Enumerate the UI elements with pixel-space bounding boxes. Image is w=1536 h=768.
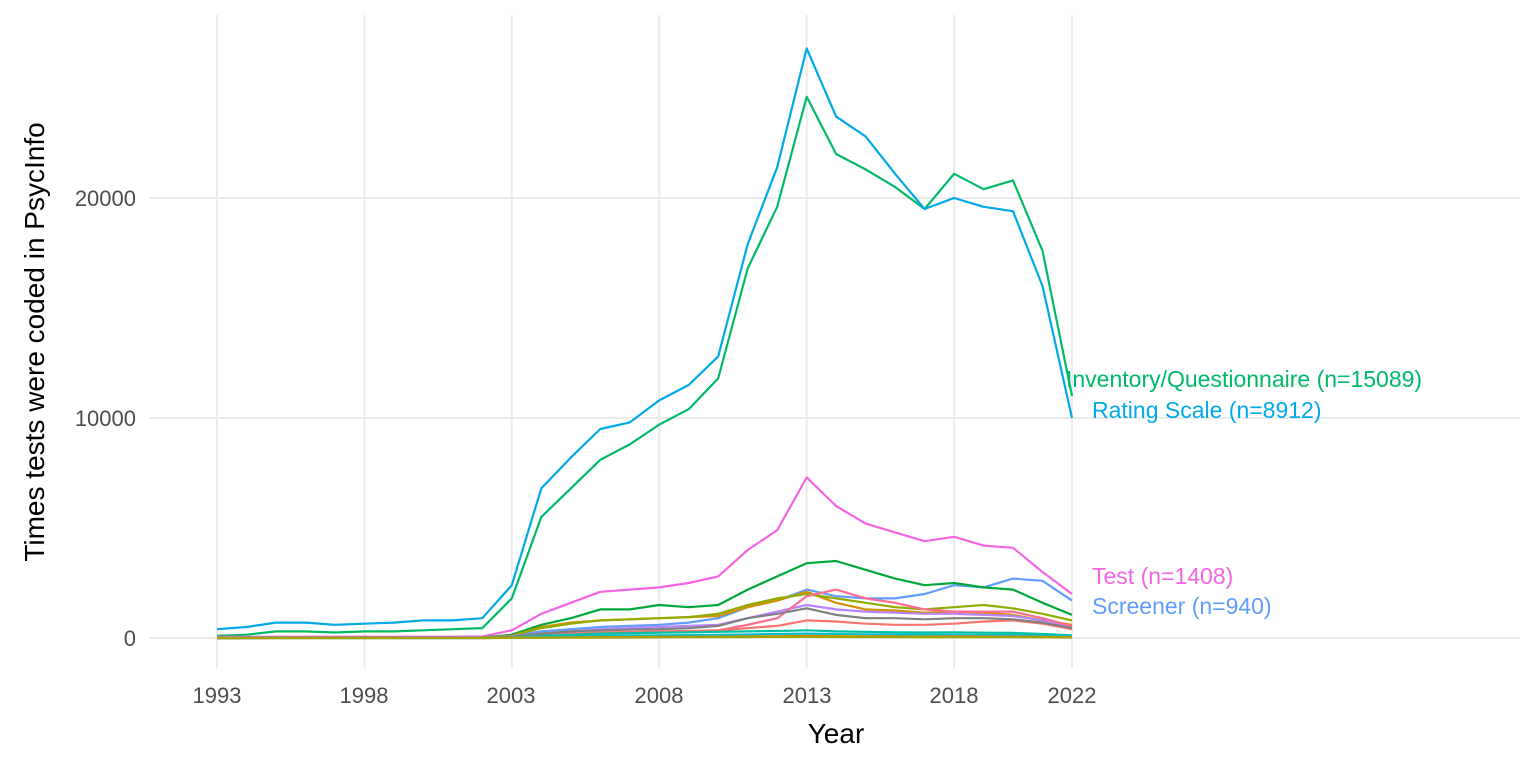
x-tick-label: 1993 <box>193 683 242 708</box>
series-line-0 <box>216 95 1074 637</box>
x-tick-label: 1998 <box>340 683 389 708</box>
x-tick-label: 2018 <box>930 683 979 708</box>
series-lines <box>216 47 1074 640</box>
y-tick-label: 20000 <box>75 186 136 211</box>
series-label-2: Test (n=1408) <box>1092 563 1233 589</box>
x-tick-label: 2008 <box>635 683 684 708</box>
x-tick-label: 2022 <box>1048 683 1097 708</box>
x-tick-label: 2003 <box>487 683 536 708</box>
y-axis-title: Times tests were coded in PsycInfo <box>19 122 50 561</box>
x-axis-title: Year <box>808 718 865 749</box>
y-axis: 0 10000 20000 Times tests were coded in … <box>19 122 136 651</box>
gridlines <box>150 15 1520 668</box>
series-end-labels: Inventory/Questionnaire (n=15089) Rating … <box>1066 366 1422 619</box>
x-axis: 1993 1998 2003 2008 2013 2018 2022 Year <box>193 683 1097 749</box>
y-tick-label: 0 <box>124 626 136 651</box>
series-label-1: Rating Scale (n=8912) <box>1092 397 1322 423</box>
series-line-1 <box>216 47 1074 631</box>
series-line-14 <box>217 635 1073 640</box>
x-tick-label: 2013 <box>783 683 832 708</box>
series-label-3: Screener (n=940) <box>1092 593 1272 619</box>
series-label-0: Inventory/Questionnaire (n=15089) <box>1066 366 1422 392</box>
y-tick-label: 10000 <box>75 406 136 431</box>
